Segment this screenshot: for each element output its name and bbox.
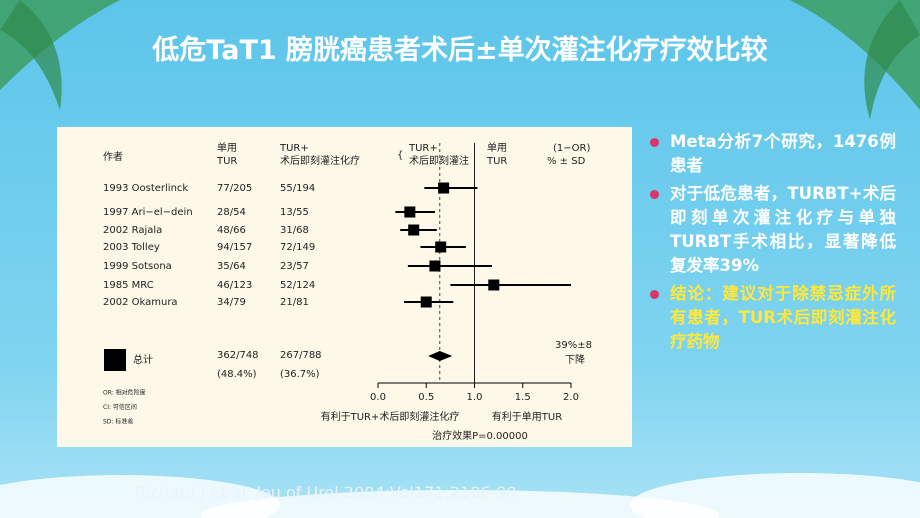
- total-icon: [104, 349, 126, 371]
- label: 下降: [565, 353, 585, 366]
- label: 2002 Rajala: [103, 225, 162, 236]
- label: 77/205: [217, 183, 252, 194]
- label: 总计: [133, 353, 153, 366]
- label: 72/149: [280, 242, 315, 253]
- label: 术后即刻灌注: [409, 154, 469, 167]
- label: 1999 Sotsona: [103, 261, 172, 272]
- label: OR: 相对危险度: [103, 389, 146, 397]
- label: 治疗效果P=0.00000: [432, 429, 528, 442]
- label: CI: 可信区间: [103, 403, 137, 411]
- estimate: [438, 182, 450, 194]
- bullet: Meta分析7个研究，1476例患者: [648, 130, 896, 178]
- label: 55/194: [280, 183, 315, 194]
- label: 单用: [487, 142, 507, 154]
- label: 1985 MRC: [103, 280, 154, 291]
- label: 1993 Oosterlinck: [103, 183, 188, 194]
- label: 有利于TUR+术后即刻灌注化疗: [321, 410, 460, 423]
- bullets: Meta分析7个研究，1476例患者 对于低危患者，TURBT+术后即刻单次灌注化…: [648, 130, 896, 358]
- label: 94/157: [217, 242, 252, 253]
- label: 21/81: [280, 297, 309, 308]
- citation: Richard J et al. Jou of Urol 2004:Vol171…: [135, 483, 517, 502]
- label: TUR: [486, 156, 507, 167]
- label: 267/788: [280, 350, 322, 361]
- label: TUR: [216, 156, 237, 167]
- panel-bg: [57, 127, 632, 447]
- label: % ± SD: [547, 156, 586, 167]
- label: SD: 标准差: [103, 418, 133, 426]
- label: 13/55: [280, 207, 309, 218]
- bullet: 结论：建议对于除禁忌症外所有患者，TUR术后即刻灌注化疗药物: [648, 282, 896, 354]
- label: (36.7%): [280, 369, 320, 380]
- brace: {: [397, 150, 403, 161]
- label: 362/748: [217, 350, 259, 361]
- bullet: 对于低危患者，TURBT+术后即刻单次灌注化疗与单独TURBT手术相比，显著降低…: [648, 182, 896, 278]
- label: 术后即刻灌注化疗: [280, 154, 360, 167]
- label: 单用: [217, 142, 237, 154]
- label: 2.0: [563, 392, 579, 403]
- label: 1.0: [467, 392, 483, 403]
- label: 23/57: [280, 261, 309, 272]
- label: 0.5: [418, 392, 434, 403]
- estimate: [408, 224, 420, 236]
- label: 2002 Okamura: [103, 297, 178, 308]
- label: TUR+: [279, 143, 309, 154]
- label: 34/79: [217, 297, 246, 308]
- estimate: [404, 206, 416, 218]
- label: 作者: [103, 151, 123, 163]
- label: 0.0: [370, 392, 386, 403]
- label: (1−OR): [553, 143, 590, 154]
- label: (48.4%): [217, 369, 257, 380]
- pooled-diamond: [428, 351, 453, 361]
- forest-panel: 作者单用TURTUR+术后即刻灌注化疗{TUR+术后即刻灌注单用TUR(1−OR…: [57, 127, 632, 447]
- label: 2003 Tolley: [103, 242, 160, 253]
- label: 1.5: [515, 392, 531, 403]
- estimate: [488, 279, 500, 291]
- title: 低危TaT1 膀胱癌患者术后±单次灌注化疗疗效比较: [152, 35, 768, 66]
- label: 35/64: [217, 261, 246, 272]
- label: 有利于单用TUR: [492, 410, 562, 423]
- label: 31/68: [280, 225, 309, 236]
- label: 52/124: [280, 280, 315, 291]
- label: 1997 Ari−el−dein: [103, 207, 193, 218]
- estimate: [420, 296, 432, 308]
- label: TUR+: [408, 143, 438, 154]
- estimate: [429, 260, 441, 272]
- estimate: [435, 241, 447, 253]
- label: 28/54: [217, 207, 246, 218]
- label: 48/66: [217, 225, 246, 236]
- label: 46/123: [217, 280, 252, 291]
- label: 39%±8: [555, 340, 592, 351]
